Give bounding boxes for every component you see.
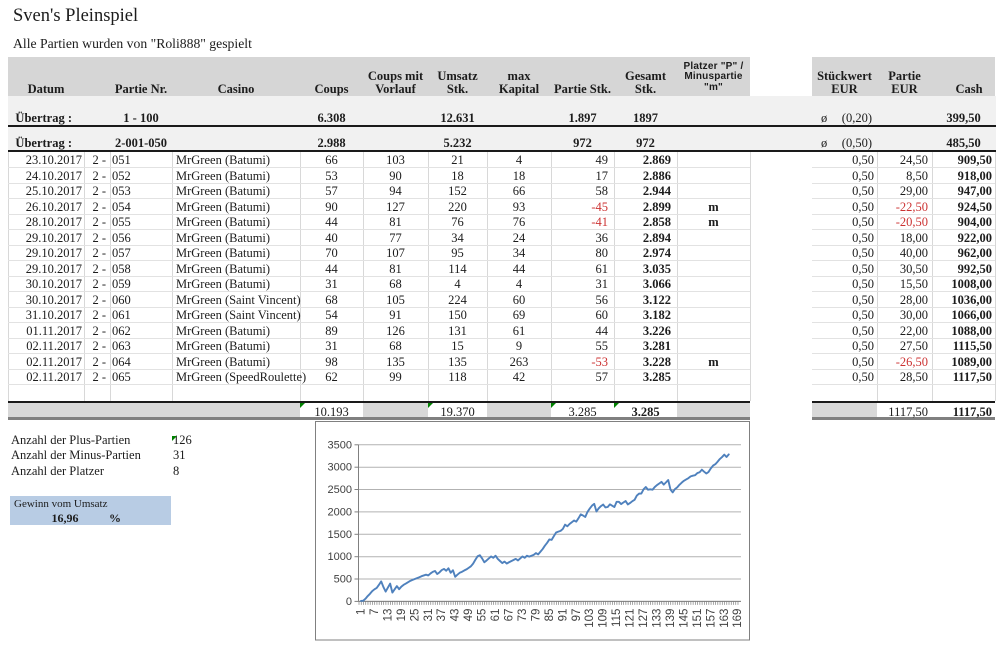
- svg-text:121: 121: [625, 609, 637, 628]
- svg-text:91: 91: [557, 609, 569, 622]
- svg-text:67: 67: [504, 609, 516, 622]
- svg-text:79: 79: [530, 609, 542, 622]
- svg-text:2000: 2000: [328, 506, 352, 518]
- svg-text:145: 145: [678, 609, 690, 628]
- svg-text:169: 169: [732, 609, 744, 628]
- svg-text:31: 31: [423, 609, 435, 622]
- svg-text:1: 1: [356, 609, 368, 615]
- svg-text:49: 49: [463, 609, 475, 622]
- svg-text:73: 73: [517, 609, 529, 622]
- svg-text:1500: 1500: [328, 529, 352, 541]
- svg-text:0: 0: [346, 596, 352, 608]
- svg-text:7: 7: [369, 609, 381, 615]
- svg-text:115: 115: [611, 609, 623, 627]
- svg-text:139: 139: [665, 609, 677, 628]
- svg-text:103: 103: [584, 609, 596, 628]
- svg-text:133: 133: [652, 609, 664, 628]
- svg-text:500: 500: [334, 574, 352, 586]
- svg-text:127: 127: [638, 609, 650, 628]
- svg-text:3500: 3500: [328, 439, 352, 451]
- svg-text:97: 97: [571, 609, 583, 622]
- svg-text:55: 55: [477, 609, 489, 622]
- svg-text:61: 61: [490, 609, 502, 622]
- svg-text:163: 163: [719, 609, 731, 628]
- svg-text:43: 43: [450, 609, 462, 622]
- svg-text:85: 85: [544, 609, 556, 622]
- svg-text:109: 109: [598, 609, 610, 628]
- svg-text:37: 37: [436, 609, 448, 622]
- svg-text:157: 157: [705, 609, 717, 628]
- svg-text:1000: 1000: [328, 551, 352, 563]
- svg-text:2500: 2500: [328, 484, 352, 496]
- svg-text:13: 13: [382, 609, 394, 622]
- svg-text:151: 151: [692, 609, 704, 628]
- svg-text:3000: 3000: [328, 462, 352, 474]
- svg-text:25: 25: [409, 609, 421, 622]
- svg-text:19: 19: [396, 609, 408, 622]
